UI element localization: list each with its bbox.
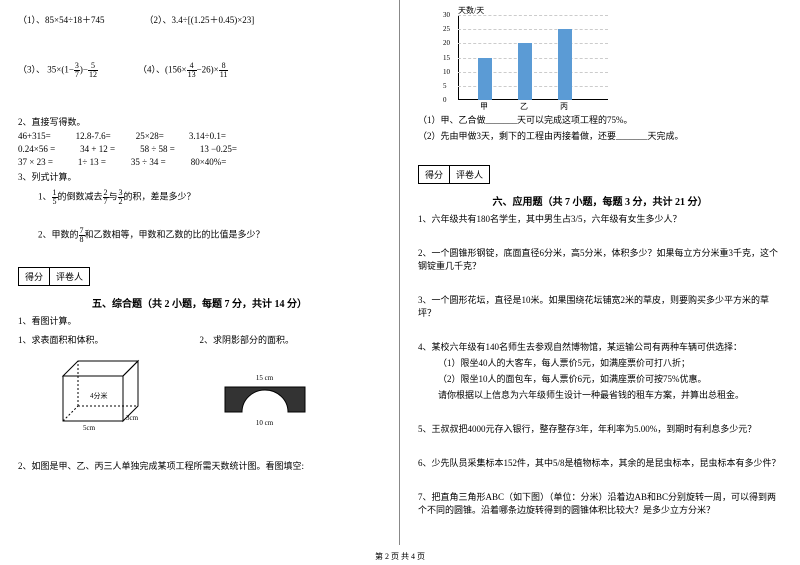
equations-row2: （3）、 35×(1−37)−512 （4）、(156×413−26)×811 [18,62,381,79]
a4: 4、某校六年级有140名师生去参观自然博物馆，某运输公司有两种车辆可供选择： [418,340,782,353]
section6-title: 六、应用题（共 7 小题，每题 3 分，共计 21 分） [418,193,782,208]
calc-row3: 37 × 23 =1÷ 13 =35 ÷ 34 =80×40%= [18,157,381,167]
eq1: （1）、85×54÷18＋745 [18,13,105,26]
p3-title: 3、列式计算。 [18,170,381,183]
equations-row1: （1）、85×54÷18＋745 （2）、3.4÷[(1.25＋0.45)×23… [18,13,381,26]
calc-row2: 0.24×56 =34 + 12 =58 ÷ 58 =13 −0.25= [18,144,381,154]
p2-title: 2、直接写得数。 [18,115,381,128]
t2: 2、如图是甲、乙、丙三人单独完成某项工程所需天数统计图。看图填空: [18,459,381,472]
bar-chart: 天数/天 051015202530甲乙丙 [438,10,618,110]
a5: 5、王叔叔把4000元存入银行，整存整存3年，年利率为5.00%，到期时有利息多… [418,422,782,435]
eq2: （2）、3.4÷[(1.25＋0.45)×23] [145,13,255,26]
a2: 2、一个圆锥形钢锭，底面直径6分米，高5分米，体积多少？如果每立方分米重3千克，… [418,246,782,272]
box-diagram: 4分米 3cm 5cm [48,356,148,431]
a6: 6、少先队员采集标本152件，其中5/8是植物标本，其余的是昆虫标本，昆虫标本有… [418,456,782,469]
q1: 1、15的倒数减去27与32的积，差是多少？ [38,189,381,206]
calc-row1: 46+315=12.8-7.6=25×28=3.14÷0.1= [18,131,381,141]
a4a: （1）限坐40人的大客车，每人票价5元，如满座票价可打八折； [438,356,782,369]
arch-diagram: 15 cm 10 cm [220,374,310,427]
chart-q2: （2）先由甲做3天，剩下的工程由丙接着做，还要_______天完成。 [418,129,782,142]
a1: 1、六年级共有180名学生，其中男生占3/5，六年级有女生多少人？ [418,212,782,225]
t1: 1、看图计算。 [18,314,381,327]
section5-title: 五、综合题（共 2 小题，每题 7 分，共计 14 分） [18,295,381,310]
chart-q1: （1）甲、乙合做_______天可以完成这项工程的75%。 [418,113,782,126]
eq3: （3）、 35×(1−37)−512 [18,62,98,79]
t1b: 2、求阴影部分的面积。 [200,333,382,346]
score-box-5: 得分 评卷人 [18,267,90,286]
score-box-6: 得分 评卷人 [418,165,490,184]
eq4: （4）、(156×413−26)×811 [138,62,228,79]
page-footer: 第 2 页 共 4 页 [0,551,800,562]
t1a: 1、求表面积和体积。 [18,333,200,346]
a4c: 请你根据以上信息为六年级师生设计一种最省钱的租车方案，并算出总租金。 [438,388,782,401]
a3: 3、一个圆形花坛，直径是10米。如果围绕花坛铺宽2米的草皮，则要购买多少平方米的… [418,293,782,319]
a7: 7、把直角三角形ABC（如下图）（单位：分米）沿着边AB和BC分别旋转一周，可以… [418,490,782,516]
q2: 2、甲数的78和乙数相等，甲数和乙数的比的比值是多少？ [38,227,381,244]
a4b: （2）限坐10人的面包车，每人票价6元，如满座票价可按75%优惠。 [438,372,782,385]
